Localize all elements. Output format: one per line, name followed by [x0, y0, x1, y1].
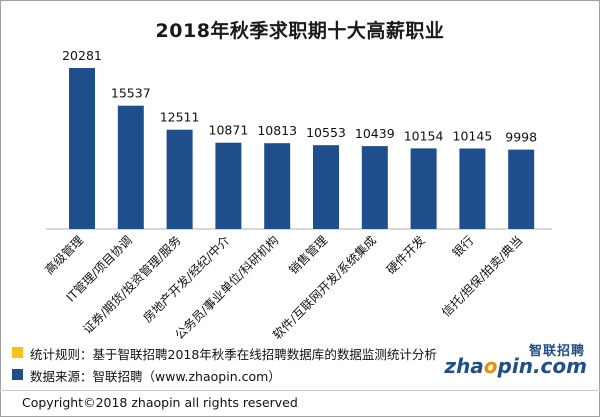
- bars-group: 20281高级管理15537IT管理/项目协调12511证券/期货/投资管理/服…: [42, 48, 538, 340]
- bar-chart: 20281高级管理15537IT管理/项目协调12511证券/期货/投资管理/服…: [42, 48, 552, 340]
- x-tick-label: 高级管理: [42, 233, 87, 278]
- bar: [410, 148, 437, 229]
- footer-copyright: Copyright©2018 zhaopin all rights reserv…: [22, 395, 298, 410]
- bar: [117, 105, 144, 229]
- footer-divider: [0, 390, 600, 391]
- logo-en-text: zhaopin.com: [444, 354, 587, 378]
- x-tick-label: 房地产开发/经纪/中介: [140, 233, 233, 326]
- bar: [215, 142, 242, 229]
- note-row-rule: 统计规则：基于智联招聘2018年秋季在线招聘数据库的数据监测统计分析: [10, 343, 470, 365]
- bar-value-label: 10145: [453, 129, 493, 144]
- bar-value-label: 20281: [62, 48, 102, 63]
- bar: [264, 143, 291, 229]
- bar: [361, 146, 388, 229]
- x-tick-label: 硬件开发: [383, 233, 428, 278]
- bar-value-label: 12511: [160, 110, 200, 125]
- bar-value-label: 15537: [111, 86, 151, 101]
- x-tick-label: 证券/期货/投资管理/服务: [80, 233, 184, 337]
- notes: 统计规则：基于智联招聘2018年秋季在线招聘数据库的数据监测统计分析 数据来源：…: [10, 343, 470, 387]
- logo-en-part-a: zha: [444, 354, 484, 378]
- logo-en-part-o: o: [483, 354, 498, 378]
- bar: [166, 129, 193, 229]
- note-row-source: 数据来源：智联招聘（www.zhaopin.com）: [10, 365, 470, 387]
- bar: [313, 145, 339, 229]
- x-tick-label: 信托/担保/拍卖/典当: [438, 233, 525, 320]
- bar-value-label: 9998: [505, 130, 537, 145]
- logo-cn-text: 智联招聘: [528, 344, 585, 359]
- bar-value-label: 10871: [209, 123, 249, 138]
- bar-value-label: 10154: [404, 128, 444, 143]
- zhaopin-logo: 智联招聘 zhaopin.com: [444, 338, 595, 388]
- bar: [459, 148, 486, 229]
- chart-title: 2018年秋季求职期十大高薪职业: [155, 20, 445, 42]
- note-rule-text: 统计规则：基于智联招聘2018年秋季在线招聘数据库的数据监测统计分析: [30, 347, 437, 362]
- x-tick-label: 销售管理: [286, 233, 331, 278]
- note-yellow-square: [12, 347, 23, 358]
- bar-value-label: 10439: [355, 126, 395, 141]
- bar-value-label: 10813: [257, 123, 297, 138]
- bar: [508, 149, 535, 229]
- x-tick-label: 银行: [450, 233, 477, 260]
- note-blue-square: [12, 369, 23, 380]
- note-source-text: 数据来源：智联招聘（www.zhaopin.com）: [30, 369, 281, 384]
- bar: [69, 68, 95, 229]
- logo-en-part-b: pin.com: [497, 354, 587, 378]
- bar-value-label: 10553: [306, 125, 346, 140]
